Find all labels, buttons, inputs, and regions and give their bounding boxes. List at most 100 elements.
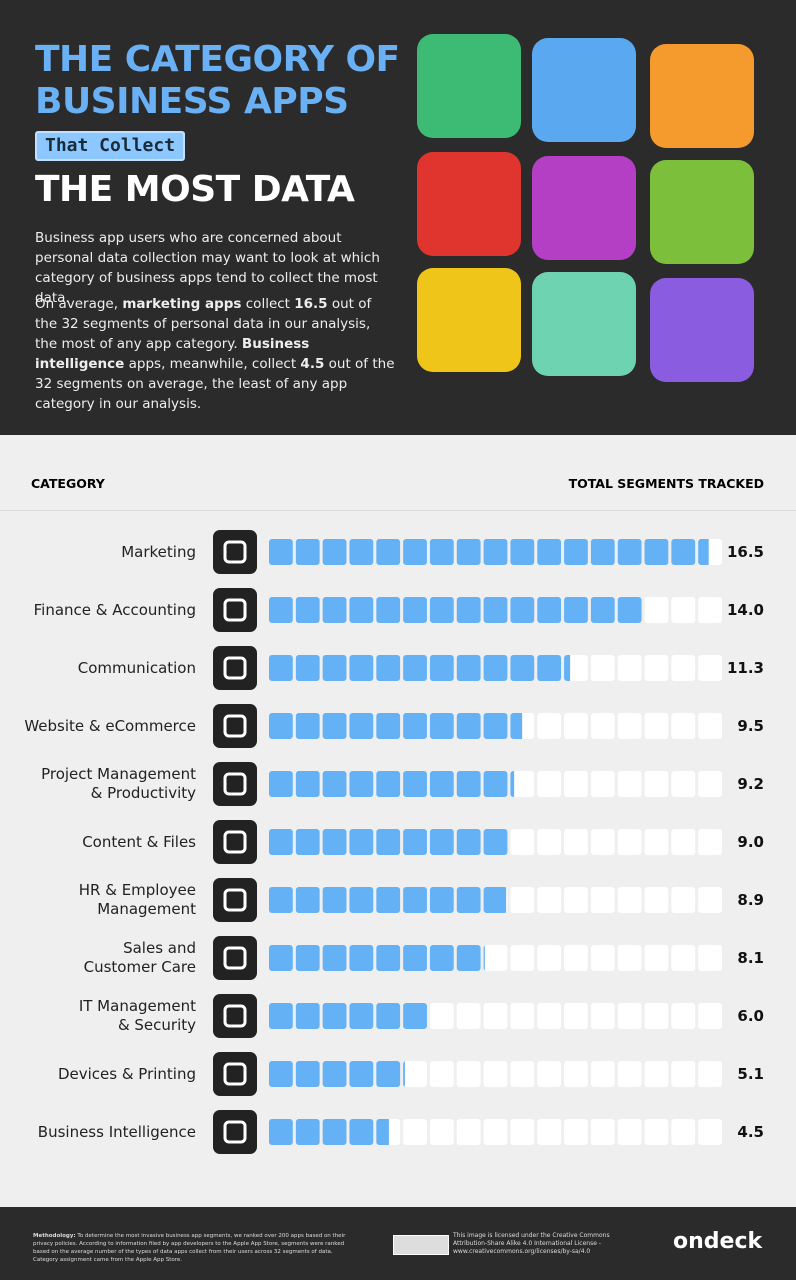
bar <box>269 945 485 971</box>
bar <box>269 829 509 855</box>
category-label: Project Management & Productivity <box>41 765 196 802</box>
text: apps, meanwhile, collect <box>124 356 301 372</box>
cell-bg <box>564 1003 588 1029</box>
cell-bg <box>510 1119 535 1145</box>
cell-bg <box>644 829 669 855</box>
category-icon <box>213 704 257 748</box>
cell-bg <box>617 887 642 913</box>
text: marketing apps <box>122 296 242 312</box>
value-label: 4.5 <box>737 1123 764 1141</box>
cell-bg <box>510 829 535 855</box>
cell-bg <box>510 771 535 797</box>
icon-glyph <box>223 540 247 564</box>
cell-bg <box>671 1061 696 1087</box>
divider <box>0 510 796 511</box>
icon-glyph <box>223 656 247 680</box>
license: This image is licensed under the Creativ… <box>453 1232 610 1255</box>
cell-bg <box>537 829 562 855</box>
bar <box>269 539 709 565</box>
cell-bg <box>671 829 696 855</box>
value-label: 9.5 <box>737 717 764 735</box>
value-label: 9.2 <box>737 775 764 793</box>
cell-bg <box>537 771 562 797</box>
cell-bg <box>671 1003 696 1029</box>
cell-bg <box>671 887 696 913</box>
bar <box>269 713 523 739</box>
category-label: Business Intelligence <box>37 1122 196 1141</box>
category-icon <box>213 936 257 980</box>
methodology: Methodology: To determine the most invas… <box>33 1232 353 1264</box>
cell-bg <box>644 1061 669 1087</box>
header: THE CATEGORY OF BUSINESS APPS That Colle… <box>0 0 796 435</box>
cell-bg <box>617 1119 642 1145</box>
cell-bg <box>429 1119 454 1145</box>
cell-bg <box>644 713 669 739</box>
cell-bg <box>537 1119 562 1145</box>
text: Methodology: <box>33 1233 76 1239</box>
cell-bg <box>537 713 562 739</box>
app-tile <box>417 34 521 138</box>
cell-bg <box>510 1003 535 1029</box>
app-tile <box>532 38 636 142</box>
cell-bg <box>456 1061 481 1087</box>
value-label: 8.1 <box>737 949 764 967</box>
icon-glyph <box>223 888 247 912</box>
cell-bg <box>698 887 722 913</box>
cell-bg <box>590 655 615 681</box>
cell-bg <box>644 1003 669 1029</box>
bar <box>269 887 507 913</box>
bar <box>269 1119 389 1145</box>
title: BUSINESS APPS <box>35 81 349 122</box>
cell-bg <box>698 1061 722 1087</box>
bar <box>269 597 643 623</box>
value-label: 9.0 <box>737 833 764 851</box>
cell-bg <box>403 1119 427 1145</box>
category-icon <box>213 1052 257 1096</box>
text: collect <box>241 296 295 312</box>
footer: Methodology: To determine the most invas… <box>0 1207 796 1280</box>
category-label: IT Management & Security <box>78 997 196 1034</box>
text: 16.5 <box>294 296 328 312</box>
cell-bg <box>537 1061 562 1087</box>
icon-glyph <box>223 598 247 622</box>
value-label: 5.1 <box>737 1065 764 1083</box>
category-icon <box>213 820 257 864</box>
bar <box>269 1061 405 1087</box>
app-tile <box>650 278 754 382</box>
app-tile <box>417 152 521 256</box>
cell-bg <box>698 945 722 971</box>
cell-bg <box>590 887 615 913</box>
category-icon <box>213 762 257 806</box>
cell-bg <box>564 1061 588 1087</box>
cell-bg <box>564 771 588 797</box>
cell-bg <box>564 713 588 739</box>
cell-bg <box>671 655 696 681</box>
bar <box>269 771 515 797</box>
app-tile <box>650 44 754 148</box>
cell-bg <box>429 1003 454 1029</box>
value-label: 6.0 <box>737 1007 764 1025</box>
cell-bg <box>644 655 669 681</box>
cell-bg <box>698 1119 722 1145</box>
cell-bg <box>698 1003 722 1029</box>
bar <box>269 1003 429 1029</box>
intro: Business app users who are concerned abo… <box>35 230 380 306</box>
cell-bg <box>483 945 508 971</box>
cell-bg <box>590 713 615 739</box>
cell-bg <box>403 1061 427 1087</box>
category-label: Marketing <box>121 542 196 561</box>
cell-bg <box>617 655 642 681</box>
cell-bg <box>671 597 696 623</box>
column-header: CATEGORY <box>31 476 105 491</box>
cell-bg <box>510 945 535 971</box>
category-icon <box>213 1110 257 1154</box>
cell-bg <box>698 713 722 739</box>
cell-bg <box>537 1003 562 1029</box>
cell-bg <box>698 771 722 797</box>
cell-bg <box>590 945 615 971</box>
cell-bg <box>590 1061 615 1087</box>
title: THE CATEGORY OF <box>35 39 400 80</box>
cell-bg <box>510 887 535 913</box>
text: out of the 32 segments of personal data … <box>35 296 372 352</box>
